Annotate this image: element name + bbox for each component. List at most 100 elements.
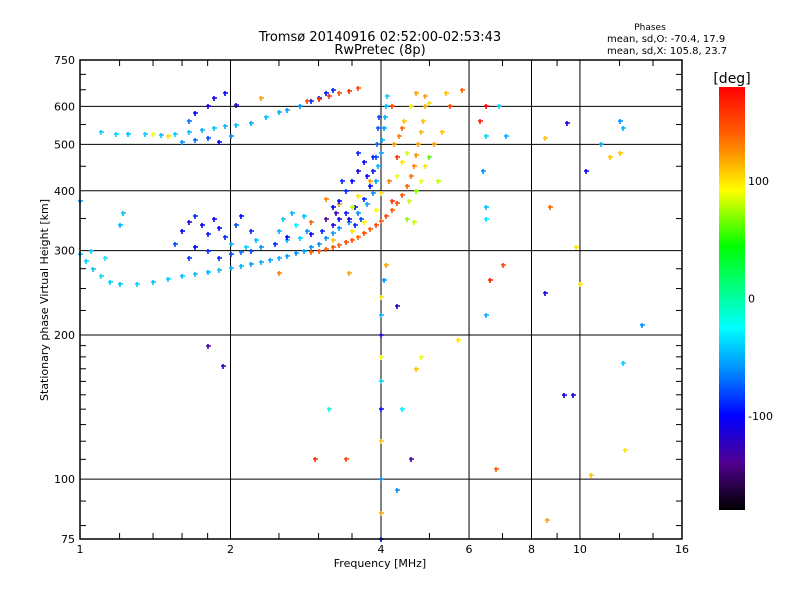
data-point bbox=[421, 119, 426, 124]
data-point bbox=[331, 238, 336, 243]
data-point bbox=[344, 189, 349, 194]
data-point bbox=[589, 473, 594, 478]
data-point bbox=[331, 88, 336, 93]
data-point bbox=[302, 249, 307, 254]
data-point bbox=[383, 115, 388, 120]
data-point bbox=[409, 457, 414, 462]
data-point bbox=[249, 249, 254, 254]
data-point bbox=[405, 184, 410, 189]
y-tick-label: 400 bbox=[54, 185, 75, 198]
data-point bbox=[405, 217, 410, 222]
data-point bbox=[350, 205, 355, 210]
plot-frame bbox=[79, 59, 683, 540]
data-point bbox=[488, 278, 493, 283]
data-point bbox=[347, 217, 352, 222]
data-point bbox=[571, 393, 576, 398]
data-point bbox=[234, 223, 239, 228]
y-tick-label: 100 bbox=[54, 473, 75, 486]
data-point bbox=[180, 140, 185, 145]
data-point bbox=[412, 220, 417, 225]
x-tick-label: 2 bbox=[227, 543, 234, 556]
data-point bbox=[135, 282, 140, 287]
data-point bbox=[402, 119, 407, 124]
data-point bbox=[309, 245, 314, 250]
data-point bbox=[187, 130, 192, 135]
data-point bbox=[206, 232, 211, 237]
data-point bbox=[206, 136, 211, 141]
series-o-mode-secondary bbox=[217, 115, 382, 261]
data-point bbox=[200, 223, 205, 228]
stats-heading: Phases bbox=[634, 23, 666, 33]
data-point bbox=[268, 258, 273, 263]
data-point bbox=[327, 407, 332, 412]
data-point bbox=[574, 245, 579, 250]
data-point bbox=[229, 252, 234, 257]
data-point bbox=[460, 88, 465, 93]
data-point bbox=[484, 313, 489, 318]
data-point bbox=[371, 155, 376, 160]
x-tick-label: 6 bbox=[466, 543, 473, 556]
data-point bbox=[578, 282, 583, 287]
data-point bbox=[249, 229, 254, 234]
data-point bbox=[337, 91, 342, 96]
data-point bbox=[254, 238, 259, 243]
data-point bbox=[317, 249, 322, 254]
data-point bbox=[484, 205, 489, 210]
data-point bbox=[427, 155, 432, 160]
data-point bbox=[206, 104, 211, 109]
stats-o-mode: mean, sd,O: -70.4, 17.9 bbox=[607, 34, 725, 45]
data-point bbox=[618, 119, 623, 124]
data-point bbox=[565, 121, 570, 126]
data-point bbox=[84, 259, 89, 264]
data-point bbox=[380, 138, 385, 143]
data-point bbox=[173, 132, 178, 137]
data-point bbox=[440, 130, 445, 135]
data-point bbox=[305, 229, 310, 234]
data-point bbox=[436, 179, 441, 184]
data-point bbox=[356, 194, 361, 199]
x-tick-label: 10 bbox=[573, 543, 587, 556]
data-point bbox=[143, 132, 148, 137]
data-point bbox=[374, 208, 379, 213]
series-upper-x-trace bbox=[305, 86, 361, 104]
data-point bbox=[239, 214, 244, 219]
data-point bbox=[392, 142, 397, 147]
data-point bbox=[478, 119, 483, 124]
data-point bbox=[223, 235, 228, 240]
data-point bbox=[419, 130, 424, 135]
data-point bbox=[409, 174, 414, 179]
data-point bbox=[390, 104, 395, 109]
data-point bbox=[562, 393, 567, 398]
data-point bbox=[249, 121, 254, 126]
data-point bbox=[309, 220, 314, 225]
data-point bbox=[356, 86, 361, 91]
data-point bbox=[368, 227, 373, 232]
data-point bbox=[206, 249, 211, 254]
data-point bbox=[217, 226, 222, 231]
series-spread-f-cluster bbox=[173, 151, 376, 261]
y-tick-label: 600 bbox=[54, 100, 75, 113]
data-points bbox=[78, 86, 645, 542]
data-point bbox=[273, 242, 278, 247]
y-tick-label: 750 bbox=[54, 54, 75, 67]
data-point bbox=[114, 132, 119, 137]
x-tick-label: 4 bbox=[378, 543, 385, 556]
data-point bbox=[259, 96, 264, 101]
data-point bbox=[324, 247, 329, 252]
colorbar-tick-label: 0 bbox=[748, 293, 755, 306]
data-point bbox=[187, 220, 192, 225]
data-point bbox=[353, 223, 358, 228]
data-point bbox=[259, 245, 264, 250]
data-point bbox=[608, 155, 613, 160]
data-point bbox=[285, 108, 290, 113]
data-point bbox=[118, 282, 123, 287]
data-point bbox=[384, 104, 389, 109]
data-point bbox=[640, 323, 645, 328]
series-x-mode-trace bbox=[309, 94, 428, 255]
data-point bbox=[379, 511, 384, 516]
data-point bbox=[193, 111, 198, 116]
data-point bbox=[379, 313, 384, 318]
data-point bbox=[344, 457, 349, 462]
data-point bbox=[379, 477, 384, 482]
